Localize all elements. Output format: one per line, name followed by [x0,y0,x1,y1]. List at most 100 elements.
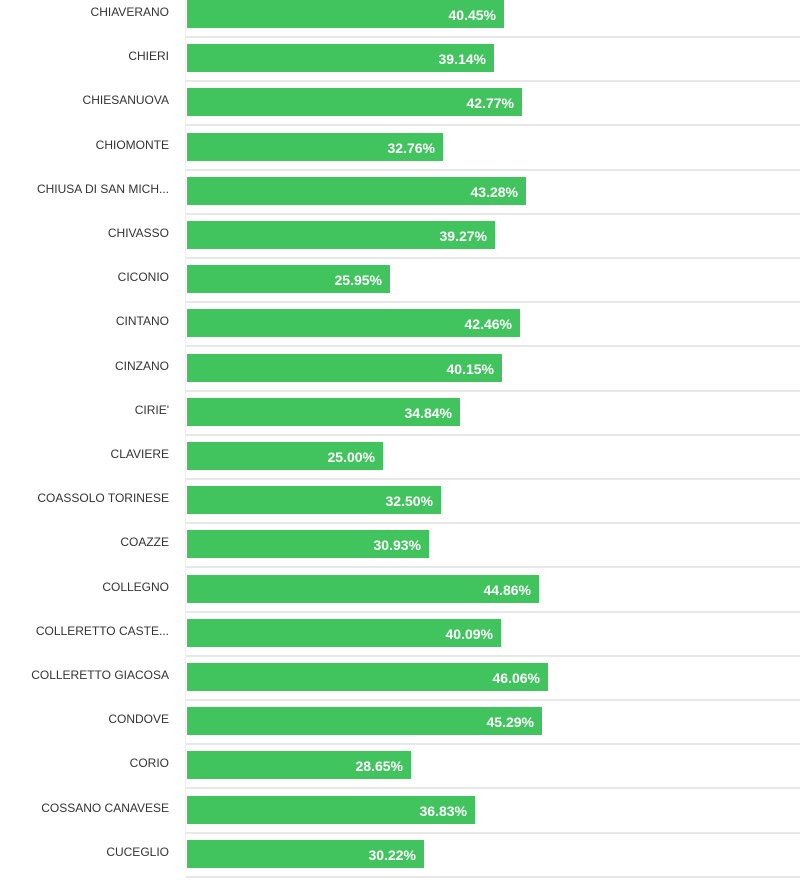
bar-value-label: 42.46% [464,316,512,333]
chart-row: CHIAVERANO 40.45% [0,0,800,44]
category-label: CINTANO [115,314,169,329]
category-label: COASSOLO TORINESE [37,491,169,506]
bar-value-label: 25.95% [334,272,382,289]
bar [187,707,542,736]
bar-value-label: 30.93% [373,537,421,554]
category-label: CICONIO [117,270,169,285]
chart-row: CHIVASSO 39.27% [0,221,800,265]
bar [187,663,548,691]
chart-row: CHIOMONTE 32.76% [0,132,800,177]
row-separator [186,257,800,259]
bar-value-label: 42.77% [466,95,514,112]
bar [187,221,495,249]
row-separator [186,787,800,790]
bar-value-label: 46.06% [492,670,540,686]
bar [187,839,424,868]
bar [187,265,390,294]
bar [187,574,539,603]
chart-row: CICONIO 25.95% [0,265,800,309]
category-label: CONDOVE [108,712,169,727]
bar [187,132,443,161]
chart-row: COLLERETTO GIACOSA 46.06% [0,663,800,707]
category-label: CHIUSA DI SAN MICH... [36,181,169,196]
row-separator [186,36,800,38]
chart-row: CHIUSA DI SAN MICH... 43.28% [0,176,800,221]
bar [187,530,429,559]
row-separator [186,654,800,657]
bar [187,486,441,515]
bar [187,44,494,73]
row-separator [186,80,800,83]
bar [187,176,526,205]
chart-row: COLLEGNO 44.86% [0,574,800,619]
bar-value-label: 45.29% [486,714,534,731]
category-label: CUCEGLIO [106,844,169,859]
chart-row: CINZANO 40.15% [0,353,800,398]
category-axis-line [185,0,186,871]
bar-value-label: 25.00% [327,449,375,465]
category-label: CLAVIERE [110,447,169,461]
category-label: CHIVASSO [107,226,169,240]
chart-row: CORIO 28.65% [0,751,800,795]
row-separator [186,478,800,480]
row-separator [186,831,800,834]
bar-value-label: 39.14% [438,51,486,68]
row-separator [186,610,800,613]
chart-row: CINTANO 42.46% [0,309,800,353]
chart-row: CHIESANUOVA 42.77% [0,88,800,132]
chart-row: COSSANO CANAVESE 36.83% [0,795,800,840]
category-label: CHIERI [128,49,169,64]
bar-value-label: 40.09% [445,625,493,642]
bar [187,309,520,338]
bar [187,397,460,426]
chart-row: CONDOVE 45.29% [0,707,800,751]
row-separator [186,433,800,436]
bar-value-label: 39.27% [439,228,487,244]
bar [187,751,411,780]
chart-row: CUCEGLIO 30.22% [0,839,800,884]
row-separator [186,389,800,392]
bar-value-label: 40.45% [448,7,496,23]
category-label: CINZANO [115,358,169,373]
row-separator [186,345,800,348]
chart-row: CHIERI 39.14% [0,44,800,88]
category-label: CHIAVERANO [90,5,169,19]
category-label: COLLERETTO GIACOSA [31,668,169,682]
category-label: COLLEGNO [102,579,169,594]
chart-row: COASSOLO TORINESE 32.50% [0,486,800,530]
category-label: COAZZE [120,535,169,550]
category-label: COLLERETTO CASTE... [35,623,169,638]
category-label: COSSANO CANAVESE [41,800,169,815]
row-separator [186,566,800,569]
bar [187,442,383,470]
chart-row: CIRIE' 34.84% [0,397,800,442]
category-label: CORIO [129,756,169,771]
bar-value-label: 32.76% [387,139,435,156]
category-label: CHIESANUOVA [82,93,169,108]
bar [187,353,502,382]
row-separator [186,875,800,878]
row-separator [186,212,800,215]
category-label: CIRIE' [134,402,169,417]
row-separator [186,301,800,304]
bar-value-label: 43.28% [470,183,518,200]
row-separator [186,168,800,171]
bar [187,0,504,28]
bar-value-label: 32.50% [385,493,433,510]
chart-row: CLAVIERE 25.00% [0,442,800,486]
bar [187,88,522,117]
category-label: CHIOMONTE [95,137,169,152]
bar-value-label: 28.65% [355,758,403,775]
chart-row: COAZZE 30.93% [0,530,800,574]
row-separator [186,522,800,525]
row-separator [186,699,800,701]
bar-value-label: 30.22% [368,846,416,863]
bar [187,618,501,647]
bar [187,795,475,824]
bar-value-label: 44.86% [483,581,531,598]
row-separator [186,124,800,127]
bar-value-label: 40.15% [446,360,494,377]
bar-value-label: 34.84% [404,404,452,421]
chart-row: COLLERETTO CASTE... 40.09% [0,618,800,663]
